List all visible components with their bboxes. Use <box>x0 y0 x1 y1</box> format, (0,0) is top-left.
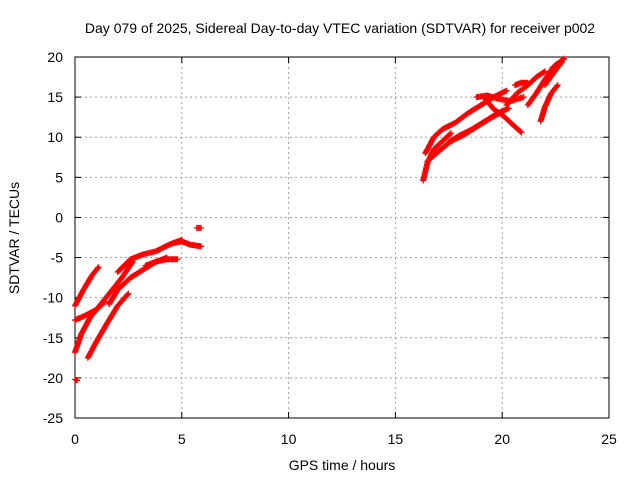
y-tick-label: 5 <box>55 169 63 185</box>
points-layer <box>72 55 568 384</box>
data-track <box>537 82 561 125</box>
data-point-markers <box>142 256 181 269</box>
plot-frame <box>74 56 610 419</box>
data-point-markers <box>537 82 561 125</box>
data-track <box>541 58 565 89</box>
data-point-markers <box>420 130 454 184</box>
data-track <box>482 95 525 136</box>
grid-layer <box>75 57 609 418</box>
y-axis-label: SDTVAR / TECUs <box>6 182 22 294</box>
data-track <box>72 264 102 309</box>
x-axis-label: GPS time / hours <box>289 457 396 473</box>
y-tick-label: -5 <box>51 250 64 266</box>
y-tick-label: -10 <box>43 290 63 306</box>
data-point-markers <box>170 238 204 250</box>
y-tick-label: 10 <box>47 129 63 145</box>
y-tick-label: 20 <box>47 49 63 65</box>
y-tick-label: -15 <box>43 330 63 346</box>
data-track <box>84 290 132 361</box>
x-tick-label: 15 <box>388 431 404 447</box>
data-track <box>72 376 81 384</box>
x-tick-label: 20 <box>494 431 510 447</box>
data-point-markers <box>72 376 81 384</box>
data-point-markers <box>72 298 108 356</box>
y-tick-label: 15 <box>47 89 63 105</box>
data-point-markers <box>541 58 565 89</box>
data-track <box>445 105 512 145</box>
data-track <box>193 224 204 231</box>
data-point-markers <box>72 264 102 309</box>
data-track <box>420 130 454 184</box>
data-track <box>170 238 204 250</box>
x-tick-label: 5 <box>178 431 186 447</box>
data-point-markers <box>193 224 204 231</box>
y-tick-label: -25 <box>43 410 63 426</box>
data-point-markers <box>482 95 525 136</box>
y-tick-label: -20 <box>43 370 63 386</box>
data-point-markers <box>445 105 512 145</box>
data-track <box>72 298 108 356</box>
x-tick-label: 25 <box>601 431 617 447</box>
y-tick-label: 0 <box>55 209 63 225</box>
chart-title: Day 079 of 2025, Sidereal Day-to-day VTE… <box>85 20 595 36</box>
data-point-markers <box>84 290 132 361</box>
data-track <box>142 256 181 269</box>
x-tick-label: 10 <box>281 431 297 447</box>
tick-layer: 0 5 10 15 20 25 -25 -20 -15 -10 -5 0 5 10 15 20 <box>43 49 617 447</box>
data-track <box>512 79 531 89</box>
data-point-markers <box>512 79 531 89</box>
x-tick-label: 0 <box>71 431 79 447</box>
